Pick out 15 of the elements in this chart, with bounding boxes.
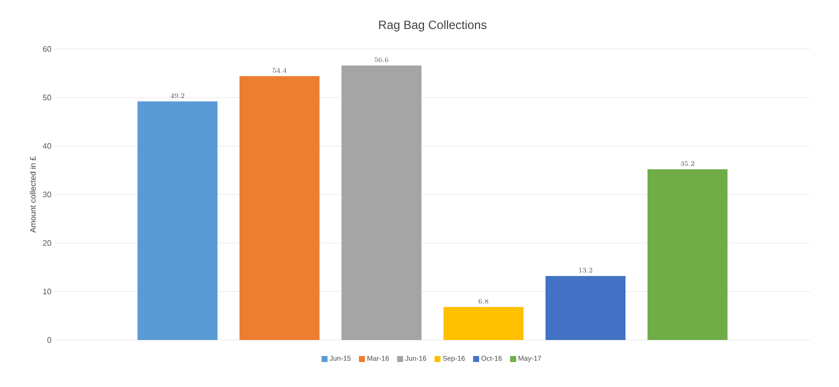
y-axis-title: Amount collected in £ (30, 156, 36, 233)
y-tick-label: 0 (47, 337, 52, 343)
chart-title: Rag Bag Collections (379, 20, 486, 32)
bar (240, 76, 320, 340)
y-tick-label: 50 (42, 94, 52, 100)
y-tick-label: 20 (42, 240, 52, 246)
bar (444, 307, 524, 340)
bar (546, 276, 626, 340)
y-tick-label: 30 (42, 192, 52, 198)
y-tick-label: 60 (42, 46, 52, 52)
bar (648, 169, 728, 340)
bar (342, 65, 422, 340)
bar (138, 101, 218, 340)
y-tick-label: 10 (43, 288, 52, 294)
y-tick-label: 40 (42, 143, 52, 149)
